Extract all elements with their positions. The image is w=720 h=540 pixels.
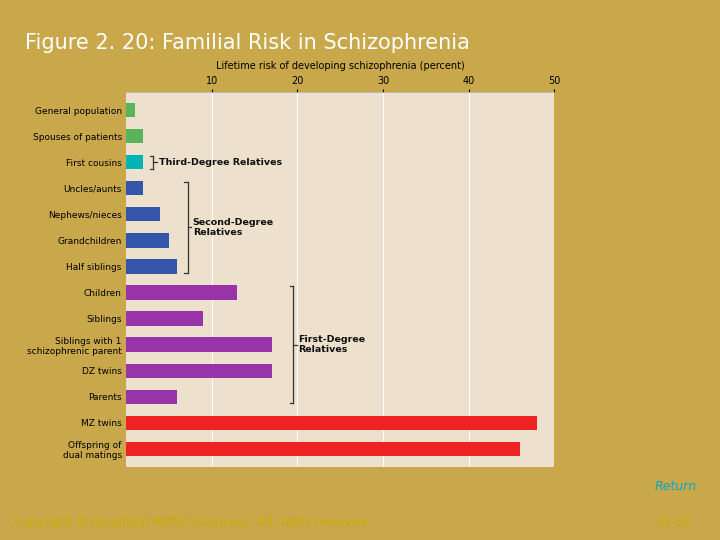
Text: First-Degree
Relatives: First-Degree Relatives [298, 335, 365, 354]
Bar [126, 259, 177, 274]
Bar [126, 285, 238, 300]
X-axis label: Lifetime risk of developing schizophrenia (percent): Lifetime risk of developing schizophreni… [216, 62, 464, 71]
Bar [126, 233, 168, 247]
Bar [126, 129, 143, 143]
Bar [126, 338, 271, 352]
Text: Figure 2. 20: Familial Risk in Schizophrenia: Figure 2. 20: Familial Risk in Schizophr… [25, 33, 470, 53]
Bar [126, 103, 135, 117]
Bar [126, 155, 143, 170]
Bar [126, 363, 271, 378]
Text: Return: Return [655, 480, 697, 492]
Bar [126, 207, 161, 221]
Text: Third-Degree Relatives: Third-Degree Relatives [158, 158, 282, 167]
Text: Second-Degree
Relatives: Second-Degree Relatives [193, 218, 274, 237]
Bar [126, 312, 203, 326]
Bar [126, 442, 520, 456]
Bar [126, 389, 177, 404]
Bar [126, 416, 537, 430]
Text: 11-58: 11-58 [657, 516, 691, 529]
Bar [126, 181, 143, 195]
Text: Copyright © Houghton Mifflin Company.  All rights reserved.: Copyright © Houghton Mifflin Company. Al… [14, 516, 371, 529]
